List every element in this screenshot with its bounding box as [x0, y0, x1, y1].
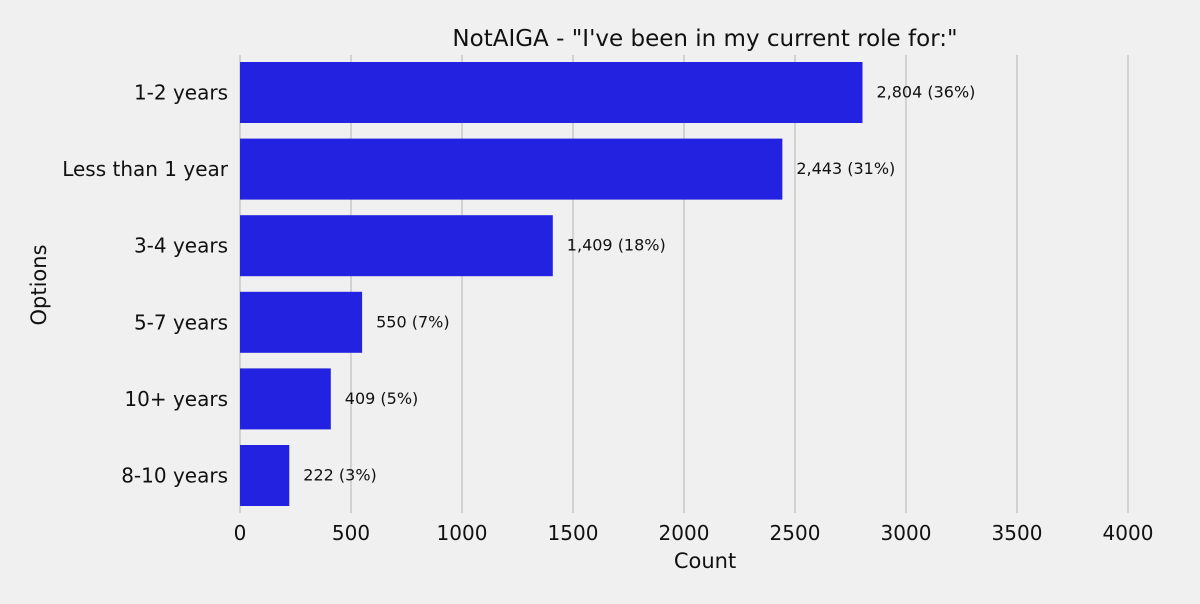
x-tick-label: 3000 — [881, 521, 932, 545]
y-tick-label: 5-7 years — [134, 310, 228, 334]
x-tick-label: 1000 — [437, 521, 488, 545]
data-label: 409 (5%) — [345, 389, 419, 408]
y-tick-label: 8-10 years — [121, 464, 228, 488]
data-labels: 2,804 (36%) 2,443 (31%) 1,409 (18%) 550 (7%… — [303, 83, 975, 485]
x-tick-label: 500 — [332, 521, 370, 545]
y-axis-label: Options — [27, 244, 51, 325]
x-tick-label: 3500 — [992, 521, 1043, 545]
bars — [240, 62, 863, 506]
x-tick-label: 0 — [234, 521, 247, 545]
x-tick-label: 2500 — [770, 521, 821, 545]
x-tick-label: 4000 — [1103, 521, 1154, 545]
x-tick-labels: 0 500 1000 1500 2000 2500 3000 3500 4000 — [234, 521, 1154, 545]
x-tick-label: 1500 — [548, 521, 599, 545]
data-label: 550 (7%) — [376, 312, 450, 331]
grid-lines — [239, 55, 1129, 513]
x-axis-label: Count — [674, 549, 736, 573]
bar-10-years — [240, 368, 331, 430]
chart-title: NotAIGA - "I've been in my current role … — [452, 26, 957, 52]
y-tick-label: 1-2 years — [134, 81, 228, 105]
x-tick-label: 2000 — [659, 521, 710, 545]
data-label: 222 (3%) — [303, 466, 377, 485]
y-tick-label: Less than 1 year — [62, 157, 229, 181]
data-label: 1,409 (18%) — [567, 236, 666, 255]
y-tick-label: 10+ years — [124, 387, 228, 411]
bar-less-than-1-year — [240, 138, 783, 200]
data-label: 2,443 (31%) — [796, 159, 895, 178]
y-tick-labels: 1-2 years Less than 1 year 3-4 years 5-7 ye… — [62, 81, 229, 488]
bar-5-7-years — [240, 291, 363, 353]
bar-8-10-years — [240, 445, 290, 506]
y-tick-label: 3-4 years — [134, 234, 228, 258]
bar-3-4-years — [240, 215, 553, 277]
bar-1-2-years — [240, 62, 863, 123]
data-label: 2,804 (36%) — [876, 83, 975, 102]
